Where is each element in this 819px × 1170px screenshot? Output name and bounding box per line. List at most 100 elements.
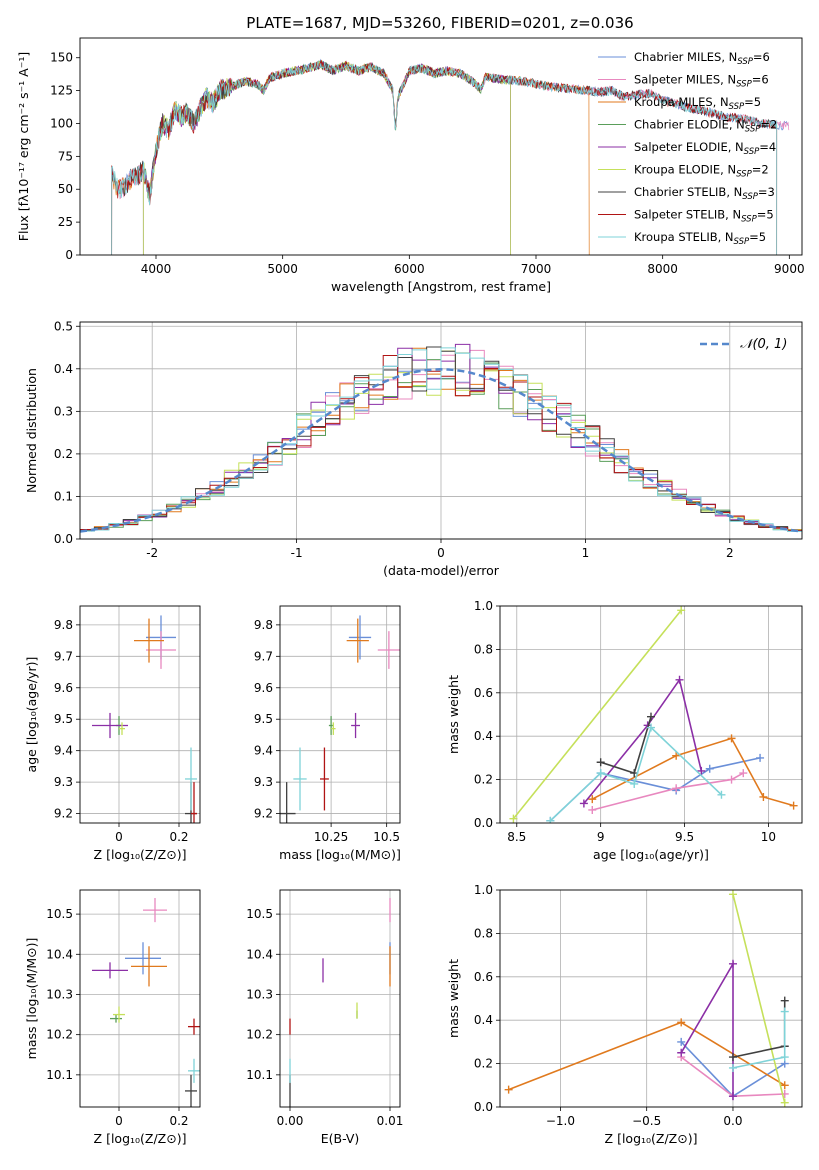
axes-residuals: -2 -1 0 1 2 0.0 0.1 0.2 0.3 0.4 0.5 (data-model)/er…: [24, 319, 803, 578]
y-tick-label: 0.0: [54, 532, 73, 546]
weight-marker: [630, 779, 639, 788]
y-tick-label: 9.5: [254, 712, 273, 726]
y-tick-label: 0.2: [474, 1057, 493, 1071]
weight-marker: [759, 792, 768, 801]
y-tick-label: 10.4: [46, 947, 73, 961]
spectrum-line: [111, 61, 778, 255]
axes-frame: [79, 321, 803, 540]
axes-frame: [499, 889, 803, 1108]
errorbar-point: [377, 631, 400, 669]
weight-marker: [588, 805, 597, 814]
weight-marker: [739, 769, 748, 778]
y-tick-label: 0.4: [474, 1013, 493, 1027]
legend-label: Chabrier MILES, NSSP=6: [634, 50, 770, 67]
x-tick-label: 8000: [647, 262, 678, 276]
errorbar-point: [119, 722, 125, 735]
x-axis-label: age [log₁₀(age/yr)]: [593, 847, 709, 862]
legend-label: Chabrier ELODIE, NSSP=2: [634, 118, 777, 135]
weight-marker: [677, 1048, 686, 1057]
y-tick-label: 9.5: [54, 712, 73, 726]
weight-marker: [728, 890, 737, 899]
errorbar-point: [348, 615, 372, 660]
weight-marker: [705, 764, 714, 773]
y-tick-label: 100: [50, 116, 73, 130]
x-axis-label: E(B-V): [321, 1131, 360, 1146]
y-tick-label: 0.4: [54, 362, 73, 376]
y-tick-label: 10.3: [46, 987, 73, 1001]
weight-marker: [789, 801, 798, 810]
errorbar-point: [113, 1006, 125, 1023]
y-tick-label: 9.7: [254, 649, 273, 663]
x-tick-label: 9000: [774, 262, 805, 276]
y-tick-label: 1.0: [474, 599, 493, 613]
y-tick-label: 0.4: [474, 729, 493, 743]
plot-area-age-vs-Z: [92, 615, 197, 823]
normal-curve: [80, 368, 802, 533]
y-tick-label: 75: [58, 149, 73, 163]
plot-layer: 4000 5000 6000 7000 8000 90000255075100125150…: [16, 37, 805, 1146]
axes-age-vs-mass: 10.25 10.5 9.2 9.3 9.4 9.5 9.6 9.7 9.8 mass [log₁…: [254, 605, 401, 862]
y-tick-label: 9.8: [254, 618, 273, 632]
weight-marker: [728, 1053, 737, 1062]
x-tick-label: 8.5: [507, 830, 526, 844]
errorbar-point: [320, 747, 329, 811]
y-tick-label: 50: [58, 182, 73, 196]
weight-marker: [756, 753, 765, 762]
y-tick-label: 10.4: [246, 947, 273, 961]
x-tick-label: 9.5: [675, 830, 694, 844]
plot-area-age-vs-mass: [280, 615, 400, 823]
legend-label: Kroupa STELIB, NSSP=5: [634, 230, 766, 247]
y-axis-label: mass weight: [446, 675, 461, 754]
y-tick-label: 10.2: [246, 1028, 273, 1042]
x-tick-label: 0.01: [377, 1114, 404, 1128]
x-axis-label: wavelength [Angstrom, rest frame]: [331, 279, 551, 294]
axes-spectrum: 4000 5000 6000 7000 8000 9000 0 25 50 75 100 125 150…: [16, 37, 805, 294]
weight-marker: [728, 959, 737, 968]
x-tick-label: 0.2: [169, 830, 188, 844]
x-tick-label: 9: [597, 830, 605, 844]
errorbar-point: [185, 1074, 197, 1107]
y-tick-label: 10.3: [246, 987, 273, 1001]
y-tick-label: 0.8: [474, 926, 493, 940]
x-tick-label: 0.00: [277, 1114, 304, 1128]
x-axis-label: Z [log₁₀(Z/Z⊙)]: [605, 1131, 698, 1146]
y-tick-label: 1.0: [474, 883, 493, 897]
errorbar-point: [134, 618, 164, 663]
y-tick-label: 10.2: [46, 1028, 73, 1042]
y-tick-label: 0: [65, 248, 73, 262]
x-tick-label: 0.2: [169, 1114, 188, 1128]
spectrum-line: [142, 60, 512, 255]
errorbar-point: [185, 747, 197, 811]
axes-frame: [279, 605, 401, 824]
weight-marker: [647, 712, 655, 721]
y-tick-label: 9.3: [254, 775, 273, 789]
legend-label: Salpeter MILES, NSSP=6: [634, 73, 769, 90]
plot-area-residuals: [80, 343, 802, 533]
weight-marker: [697, 766, 706, 775]
plot-area-mass-vs-ebv: [289, 898, 391, 1107]
x-tick-label: 0.0: [723, 1114, 742, 1128]
weight-marker: [675, 675, 684, 684]
y-tick-label: 0.6: [474, 686, 493, 700]
plot-area-spectrum: [111, 58, 790, 255]
errorbar-point: [188, 1058, 200, 1083]
x-tick-label: 0: [115, 1114, 123, 1128]
x-tick-label: 10.25: [314, 830, 348, 844]
weight-marker: [677, 606, 686, 615]
weight-line: [600, 716, 652, 775]
y-tick-label: 10.5: [246, 907, 273, 921]
weight-line: [732, 1000, 786, 1058]
x-tick-label: -1: [291, 546, 303, 560]
weight-marker: [717, 790, 726, 799]
y-axis-label: age [log₁₀(age/yr)]: [24, 657, 39, 773]
weight-marker: [579, 799, 588, 808]
spectrum-line: [111, 60, 778, 255]
spectrum-line: [142, 60, 512, 255]
weight-marker: [596, 758, 605, 767]
y-axis-label: Normed distribution: [24, 368, 39, 493]
errorbar-point: [143, 898, 167, 923]
legend-label: Kroupa ELODIE, NSSP=2: [634, 163, 769, 180]
plot-area-weight-vs-age: [509, 606, 798, 823]
y-tick-label: 25: [58, 215, 73, 229]
